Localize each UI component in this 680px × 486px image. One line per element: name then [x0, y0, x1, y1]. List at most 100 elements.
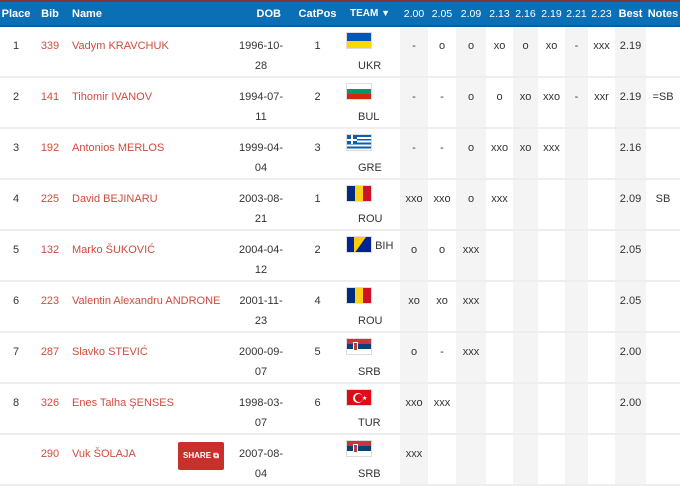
best: 2.19 — [615, 77, 646, 129]
attempt-2.23 — [588, 434, 615, 486]
bib: 287 — [32, 332, 68, 384]
dob-text: 2001-11-​23 — [239, 295, 283, 327]
athlete-name-link[interactable]: Marko ŠUKOVIĆ — [72, 244, 156, 256]
team-cell: BIH — [340, 230, 400, 282]
attempt-2.05: - — [428, 332, 456, 384]
attempt-2.16: o — [513, 26, 538, 78]
col-height-2.05: 2.05 — [428, 2, 456, 27]
dob-text: 1996-10-​28 — [238, 40, 284, 72]
table-row[interactable]: 2 141 Tihomir IVANOV 1994-07-​11 2 BUL - -… — [0, 77, 680, 129]
athlete-name-link[interactable]: David BEJINARU — [72, 193, 158, 205]
attempt-2.21 — [565, 128, 588, 180]
place: 4 — [0, 179, 32, 231]
attempt-2.13 — [486, 230, 513, 282]
attempt-2.00: xxx — [400, 434, 428, 486]
athlete-name-link[interactable]: Tihomir IVANOV — [72, 91, 153, 103]
attempt-2.21 — [565, 332, 588, 384]
col-dob[interactable]: DOB — [230, 2, 295, 27]
flag-rou-icon — [346, 287, 372, 304]
attempt-2.13: xxx — [486, 179, 513, 231]
catpos: 2 — [295, 230, 340, 282]
table-row[interactable]: 8 326 Enes Talha ŞENSES 1998-03-​07 6 ★ T… — [0, 383, 680, 435]
header-row: Place Bib Name DOB CatPos TEAM ▼ 2.00 2.0… — [0, 2, 680, 27]
athlete-name-link[interactable]: Enes Talha ŞENSES — [72, 397, 174, 409]
col-name[interactable]: Name — [68, 2, 230, 27]
attempt-2.19 — [538, 281, 565, 333]
dob-text: 1998-03-​07 — [238, 397, 284, 429]
share-button[interactable]: SHARE ⧉ — [178, 442, 224, 470]
attempt-2.05 — [428, 434, 456, 486]
col-catpos[interactable]: CatPos — [295, 2, 340, 27]
attempt-2.16 — [513, 179, 538, 231]
table-row[interactable]: 1 339 Vadym KRAVCHUK 1996-10-​28 1 UKR - o… — [0, 26, 680, 78]
place — [0, 434, 32, 486]
notes — [646, 230, 680, 282]
notes — [646, 434, 680, 486]
place: 5 — [0, 230, 32, 282]
col-height-2.00: 2.00 — [400, 2, 428, 27]
attempt-2.09 — [456, 434, 486, 486]
athlete-name-link[interactable]: Vadym KRAVCHUK — [72, 40, 169, 52]
attempt-2.00: - — [400, 77, 428, 129]
table-row[interactable]: 6 223 Valentin Alexandru ANDRONE 2001-11… — [0, 281, 680, 333]
attempt-2.13: xxo — [486, 128, 513, 180]
attempt-2.23 — [588, 179, 615, 231]
table-row[interactable]: 7 287 Slavko STEVIĆ 2000-09-​07 5 SRB o - x… — [0, 332, 680, 384]
athlete-name-link[interactable]: Slavko STEVIĆ — [72, 346, 148, 358]
table-row[interactable]: 4 225 David BEJINARU 2003-08-​21 1 ROU xx… — [0, 179, 680, 231]
col-bib[interactable]: Bib — [32, 2, 68, 27]
name-cell: Vadym KRAVCHUK — [68, 26, 230, 78]
notes — [646, 281, 680, 333]
attempt-2.09: o — [456, 128, 486, 180]
attempt-2.21 — [565, 179, 588, 231]
dob: 2001-11-​23 — [230, 281, 295, 333]
col-team[interactable]: TEAM ▼ — [340, 2, 400, 27]
notes: SB — [646, 179, 680, 231]
catpos: 2 — [295, 77, 340, 129]
best: 2.00 — [615, 383, 646, 435]
notes — [646, 26, 680, 78]
team-cell: ROU — [340, 281, 400, 333]
team-label: TEAM — [349, 8, 379, 19]
attempt-2.05: xo — [428, 281, 456, 333]
attempt-2.13 — [486, 434, 513, 486]
attempt-2.16 — [513, 434, 538, 486]
attempt-2.19: xxo — [538, 77, 565, 129]
attempt-2.09 — [456, 383, 486, 435]
team-code: UKR — [358, 60, 382, 72]
athlete-name-link[interactable]: Antonios MERLOS — [72, 142, 165, 154]
bib: 192 — [32, 128, 68, 180]
catpos: 3 — [295, 128, 340, 180]
name-cell: Antonios MERLOS — [68, 128, 230, 180]
attempt-2.00: xxo — [400, 179, 428, 231]
athlete-name-link[interactable]: Valentin Alexandru ANDRONE — [72, 295, 221, 307]
table-row[interactable]: 5 132 Marko ŠUKOVIĆ 2004-04-​12 2 BIH o o x… — [0, 230, 680, 282]
flag-gre-icon — [346, 134, 372, 151]
table-row[interactable]: 290 Vuk ŠOLAJA SHARE ⧉ 2007-08-​04 SRB xxx — [0, 434, 680, 486]
attempt-2.16 — [513, 332, 538, 384]
attempt-2.09: xxx — [456, 281, 486, 333]
notes — [646, 128, 680, 180]
col-place[interactable]: Place — [0, 2, 32, 27]
col-height-2.23: 2.23 — [588, 2, 615, 27]
dob: 2000-09-​07 — [230, 332, 295, 384]
attempt-2.19 — [538, 230, 565, 282]
athlete-name-link[interactable]: Vuk ŠOLAJA — [72, 448, 136, 460]
team-code: ROU — [358, 315, 383, 327]
bib: 141 — [32, 77, 68, 129]
team-code: BIH — [375, 240, 394, 252]
best: 2.00 — [615, 332, 646, 384]
table-row[interactable]: 3 192 Antonios MERLOS 1999-04-​04 3 GRE -… — [0, 128, 680, 180]
notes — [646, 383, 680, 435]
dob-text: 1999-04-​04 — [238, 142, 284, 174]
attempt-2.13 — [486, 281, 513, 333]
filter-icon[interactable]: ▼ — [381, 8, 391, 18]
team-cell: ROU — [340, 179, 400, 231]
catpos: 5 — [295, 332, 340, 384]
best: 2.09 — [615, 179, 646, 231]
attempt-2.19: xxx — [538, 128, 565, 180]
attempt-2.00: o — [400, 332, 428, 384]
catpos: 1 — [295, 179, 340, 231]
attempt-2.16 — [513, 230, 538, 282]
col-height-2.16: 2.16 — [513, 2, 538, 27]
